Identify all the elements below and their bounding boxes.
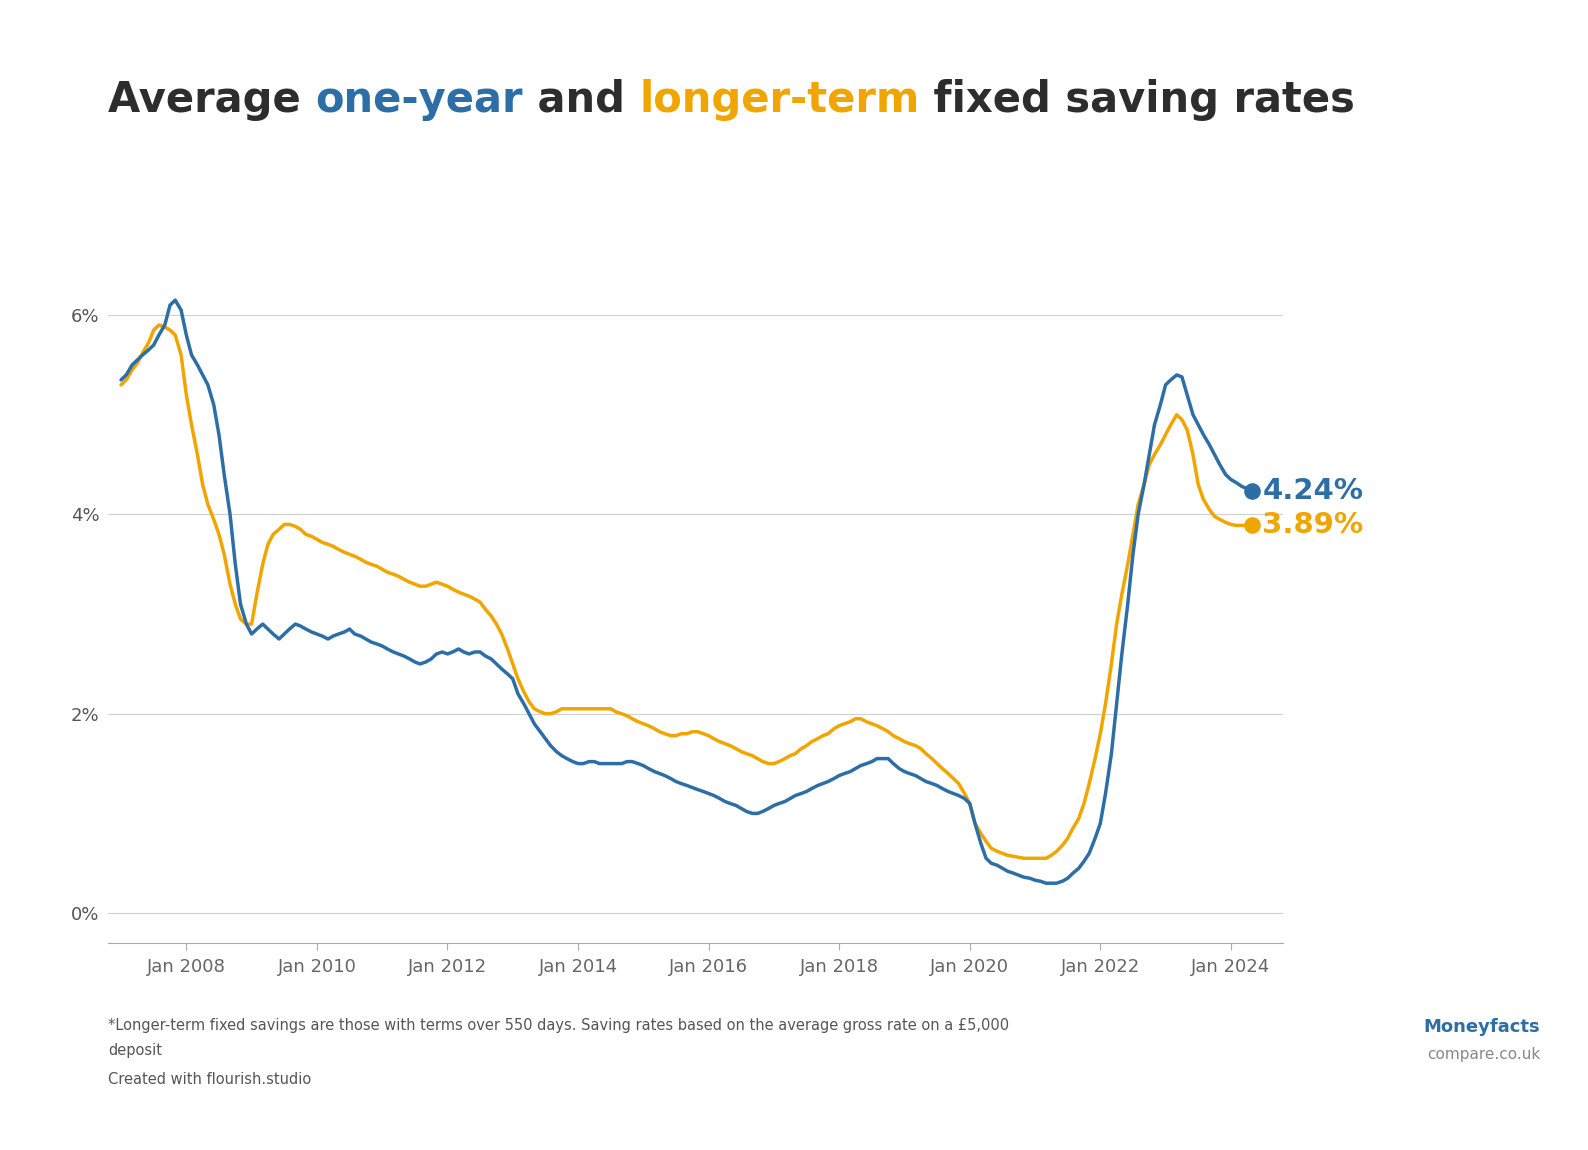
- Text: fixed saving rates: fixed saving rates: [919, 78, 1356, 121]
- Text: *Longer-term fixed savings are those with terms over 550 days. Saving rates base: *Longer-term fixed savings are those wit…: [108, 1018, 1008, 1033]
- Text: Moneyfacts: Moneyfacts: [1424, 1018, 1540, 1036]
- Text: and: and: [522, 78, 640, 121]
- Text: Average: Average: [108, 78, 316, 121]
- Text: one-year: one-year: [316, 78, 522, 121]
- Text: 3.89%: 3.89%: [1262, 512, 1364, 539]
- Text: 4.24%: 4.24%: [1262, 476, 1363, 505]
- Text: deposit: deposit: [108, 1043, 162, 1058]
- Text: longer-term: longer-term: [640, 78, 919, 121]
- Point: [1240, 482, 1266, 500]
- Text: compare.co.uk: compare.co.uk: [1428, 1046, 1540, 1061]
- Point: [1240, 516, 1266, 535]
- Text: Created with flourish.studio: Created with flourish.studio: [108, 1072, 311, 1087]
